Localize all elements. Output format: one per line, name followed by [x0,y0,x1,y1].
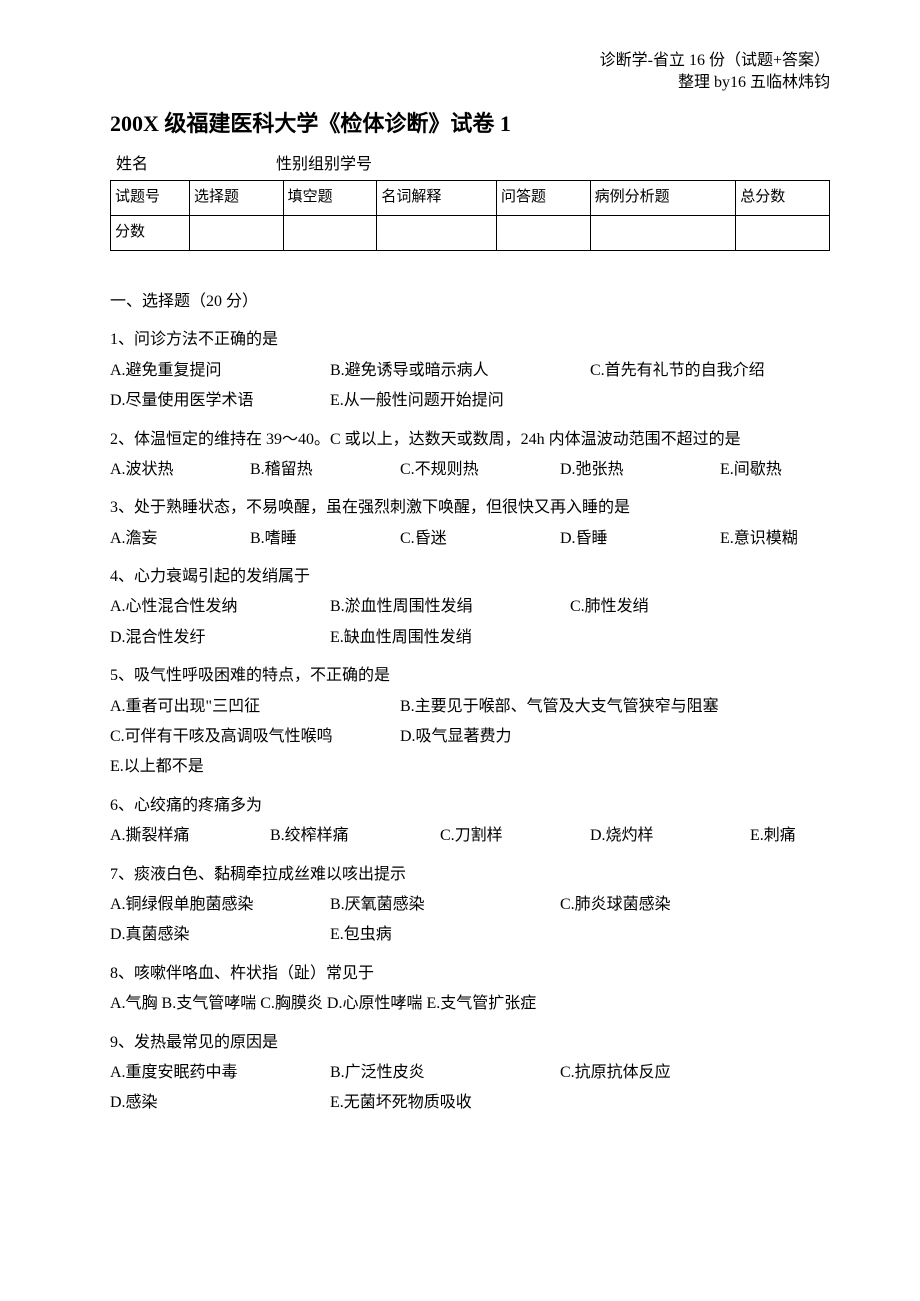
q2-stem: 2、体温恒定的维持在 39～40。C 或以上，达数天或数周，24h 内体温波动范… [110,429,830,451]
header-line1: 诊断学-省立 16 份（试题+答案） [110,50,830,72]
q9-D: D.感染 [110,1092,330,1114]
q7-D: D.真菌感染 [110,924,330,946]
q6-A: A.撕裂样痛 [110,825,270,847]
score-cell [496,215,590,250]
q1-B: B.避免诱导或暗示病人 [330,360,590,382]
q1-C: C.首先有礼节的自我介绍 [590,360,765,382]
header-line2: 整理 by16 五临林炜钧 [110,72,830,94]
q1-E: E.从一般性问题开始提问 [330,390,504,412]
q6-D: D.烧灼样 [590,825,750,847]
q4-stem: 4、心力衰竭引起的发绡属于 [110,566,830,588]
q9-A: A.重度安眠药中毒 [110,1062,330,1084]
q6-C: C.刀割样 [440,825,590,847]
score-table: 试题号 选择题 填空题 名词解释 问答题 病例分析题 总分数 分数 [110,180,830,251]
q3-C: C.昏迷 [400,528,560,550]
q9-B: B.广泛性皮炎 [330,1062,560,1084]
q7-A: A.铜绿假单胞菌感染 [110,894,330,916]
q5-E: E.以上都不是 [110,756,204,778]
score-cell [377,215,497,250]
q2-B: B.稽留热 [250,459,400,481]
title-rest: 级福建医科大学《检体诊断》试卷 1 [159,111,511,136]
q6-options: A.撕裂样痛 B.绞榨样痛 C.刀割样 D.烧灼样 E.刺痛 [110,825,830,847]
q3-D: D.昏睡 [560,528,720,550]
q2-E: E.间歇热 [720,459,782,481]
q3-stem: 3、处于熟睡状态，不易唤醒，虽在强烈刺激下唤醒，但很快又再入睡的是 [110,497,830,519]
q8-all: A.气胸 B.支气管哮喘 C.胸膜炎 D.心原性哮喘 E.支气管扩张症 [110,993,536,1015]
q8-stem: 8、咳嗽伴咯血、杵状指（趾）常见于 [110,963,830,985]
q9-stem: 9、发热最常见的原因是 [110,1032,830,1054]
q9-E: E.无菌坏死物质吸收 [330,1092,472,1114]
q5-stem: 5、吸气性呼吸困难的特点，不正确的是 [110,665,830,687]
q1-A: A.避免重复提问 [110,360,330,382]
name-fields-line: 姓名 性别组别学号 [110,154,830,176]
row-label-score: 分数 [111,215,190,250]
q9-options: A.重度安眠药中毒 B.广泛性皮炎 C.抗原抗体反应 D.感染 E.无菌坏死物质… [110,1062,830,1115]
q5-options: A.重者可出现"三凹征 B.主要见于喉部、气管及大支气管狭窄与阻塞 C.可伴有干… [110,696,830,779]
score-cell [590,215,736,250]
exam-page: 诊断学-省立 16 份（试题+答案） 整理 by16 五临林炜钧 200X 级福… [0,0,920,1167]
th-total: 总分数 [736,180,830,215]
table-header-row: 试题号 选择题 填空题 名词解释 问答题 病例分析题 总分数 [111,180,830,215]
page-header: 诊断学-省立 16 份（试题+答案） 整理 by16 五临林炜钧 [110,50,830,95]
q7-C: C.肺炎球菌感染 [560,894,671,916]
q5-C: C.可伴有干咳及高调吸气性喉鸣 [110,726,400,748]
title-prefix: 200X [110,111,159,136]
q7-B: B.厌氧菌感染 [330,894,560,916]
q1-D: D.尽量使用医学术语 [110,390,330,412]
q5-A: A.重者可出现"三凹征 [110,696,400,718]
q3-options: A.澹妄 B.嗜睡 C.昏迷 D.昏睡 E.意识模糊 [110,528,830,550]
q4-options: A.心性混合性发纳 B.淤血性周围性发绢 C.肺性发绡 D.混合性发纡 E.缺血… [110,596,830,649]
q3-B: B.嗜睡 [250,528,400,550]
exam-title: 200X 级福建医科大学《检体诊断》试卷 1 [110,109,830,140]
q7-E: E.包虫病 [330,924,392,946]
q4-D: D.混合性发纡 [110,627,330,649]
q2-C: C.不规则热 [400,459,560,481]
q5-D: D.吸气显著费力 [400,726,512,748]
q1-options: A.避免重复提问 B.避免诱导或暗示病人 C.首先有礼节的自我介绍 D.尽量使用… [110,360,830,413]
q6-B: B.绞榨样痛 [270,825,440,847]
q1-stem: 1、问诊方法不正确的是 [110,329,830,351]
q4-B: B.淤血性周围性发绢 [330,596,570,618]
q5-B: B.主要见于喉部、气管及大支气管狭窄与阻塞 [400,696,719,718]
q4-E: E.缺血性周围性发绡 [330,627,472,649]
q7-options: A.铜绿假单胞菌感染 B.厌氧菌感染 C.肺炎球菌感染 D.真菌感染 E.包虫病 [110,894,830,947]
th-term: 名词解释 [377,180,497,215]
q4-A: A.心性混合性发纳 [110,596,330,618]
q8-options: A.气胸 B.支气管哮喘 C.胸膜炎 D.心原性哮喘 E.支气管扩张症 [110,993,830,1015]
q4-C: C.肺性发绡 [570,596,649,618]
q2-D: D.弛张热 [560,459,720,481]
q3-E: E.意识模糊 [720,528,798,550]
q9-C: C.抗原抗体反应 [560,1062,671,1084]
th-item: 试题号 [111,180,190,215]
q3-A: A.澹妄 [110,528,250,550]
section-1-heading: 一、选择题（20 分） [110,291,830,313]
q7-stem: 7、痰液白色、黏稠牵拉成丝难以咳出提示 [110,864,830,886]
q6-stem: 6、心绞痛的疼痛多为 [110,795,830,817]
score-cell [190,215,284,250]
th-qa: 问答题 [496,180,590,215]
q2-A: A.波状热 [110,459,250,481]
score-cell [736,215,830,250]
q6-E: E.刺痛 [750,825,796,847]
q2-options: A.波状热 B.稽留热 C.不规则热 D.弛张热 E.间歇热 [110,459,830,481]
th-fill: 填空题 [283,180,377,215]
th-choice: 选择题 [190,180,284,215]
th-case: 病例分析题 [590,180,736,215]
score-cell [283,215,377,250]
table-score-row: 分数 [111,215,830,250]
